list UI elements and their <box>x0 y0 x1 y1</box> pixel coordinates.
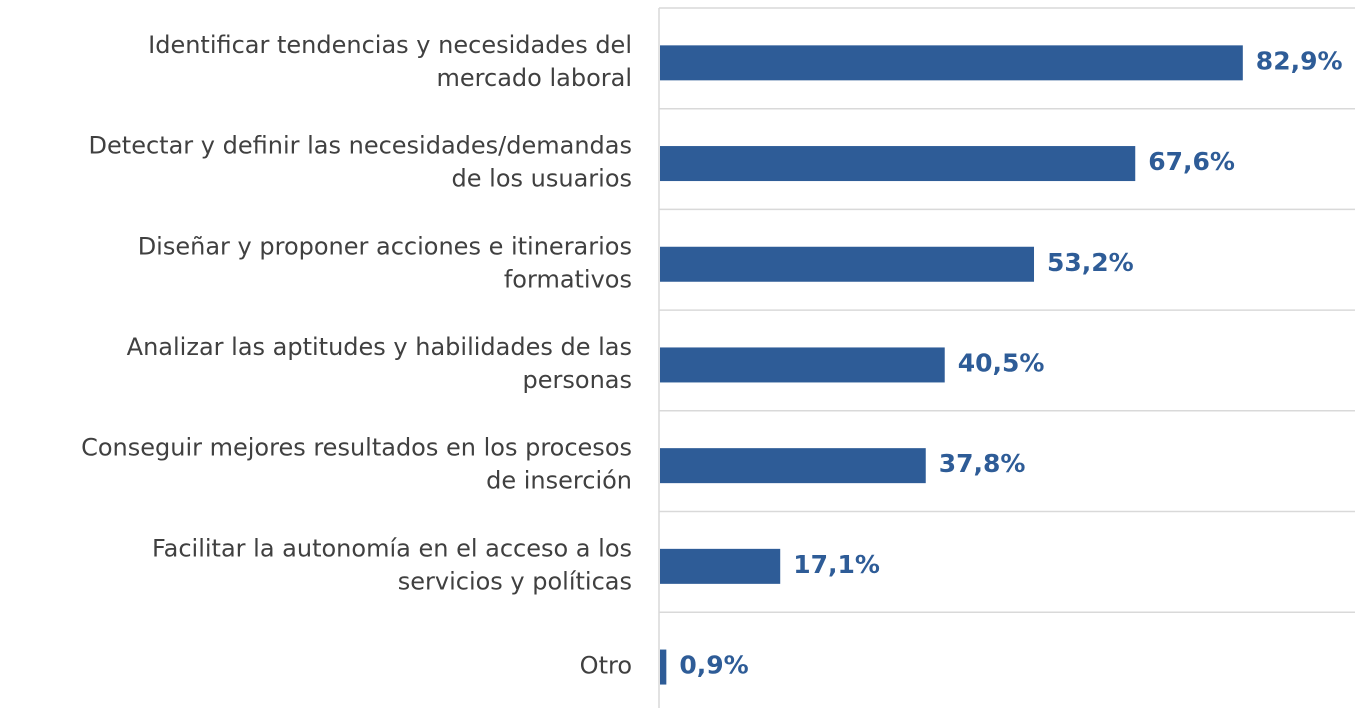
value-label: 37,8% <box>939 449 1026 478</box>
category-label: Facilitar la autonomía en el acceso a lo… <box>152 534 632 595</box>
value-label: 17,1% <box>793 550 880 579</box>
value-label: 40,5% <box>958 348 1045 377</box>
value-label: 82,9% <box>1256 46 1343 75</box>
bar <box>660 246 1035 282</box>
category-label: Identificar tendencias y necesidades del… <box>148 31 632 92</box>
category-label: Diseñar y proponer acciones e itinerario… <box>138 232 632 293</box>
category-label: Otro <box>580 652 632 680</box>
bar <box>660 146 1136 182</box>
bar <box>660 45 1243 81</box>
category-label: Analizar las aptitudes y habilidades de … <box>127 333 632 394</box>
category-label: Conseguir mejores resultados en los proc… <box>81 434 632 495</box>
bar <box>660 448 926 484</box>
bar <box>660 649 667 685</box>
bar <box>660 347 945 383</box>
value-label: 67,6% <box>1148 147 1235 176</box>
value-label: 0,9% <box>679 651 748 680</box>
value-label: 53,2% <box>1047 248 1134 277</box>
bar <box>660 548 781 584</box>
category-label: Detectar y definir las necesidades/deman… <box>89 132 632 193</box>
